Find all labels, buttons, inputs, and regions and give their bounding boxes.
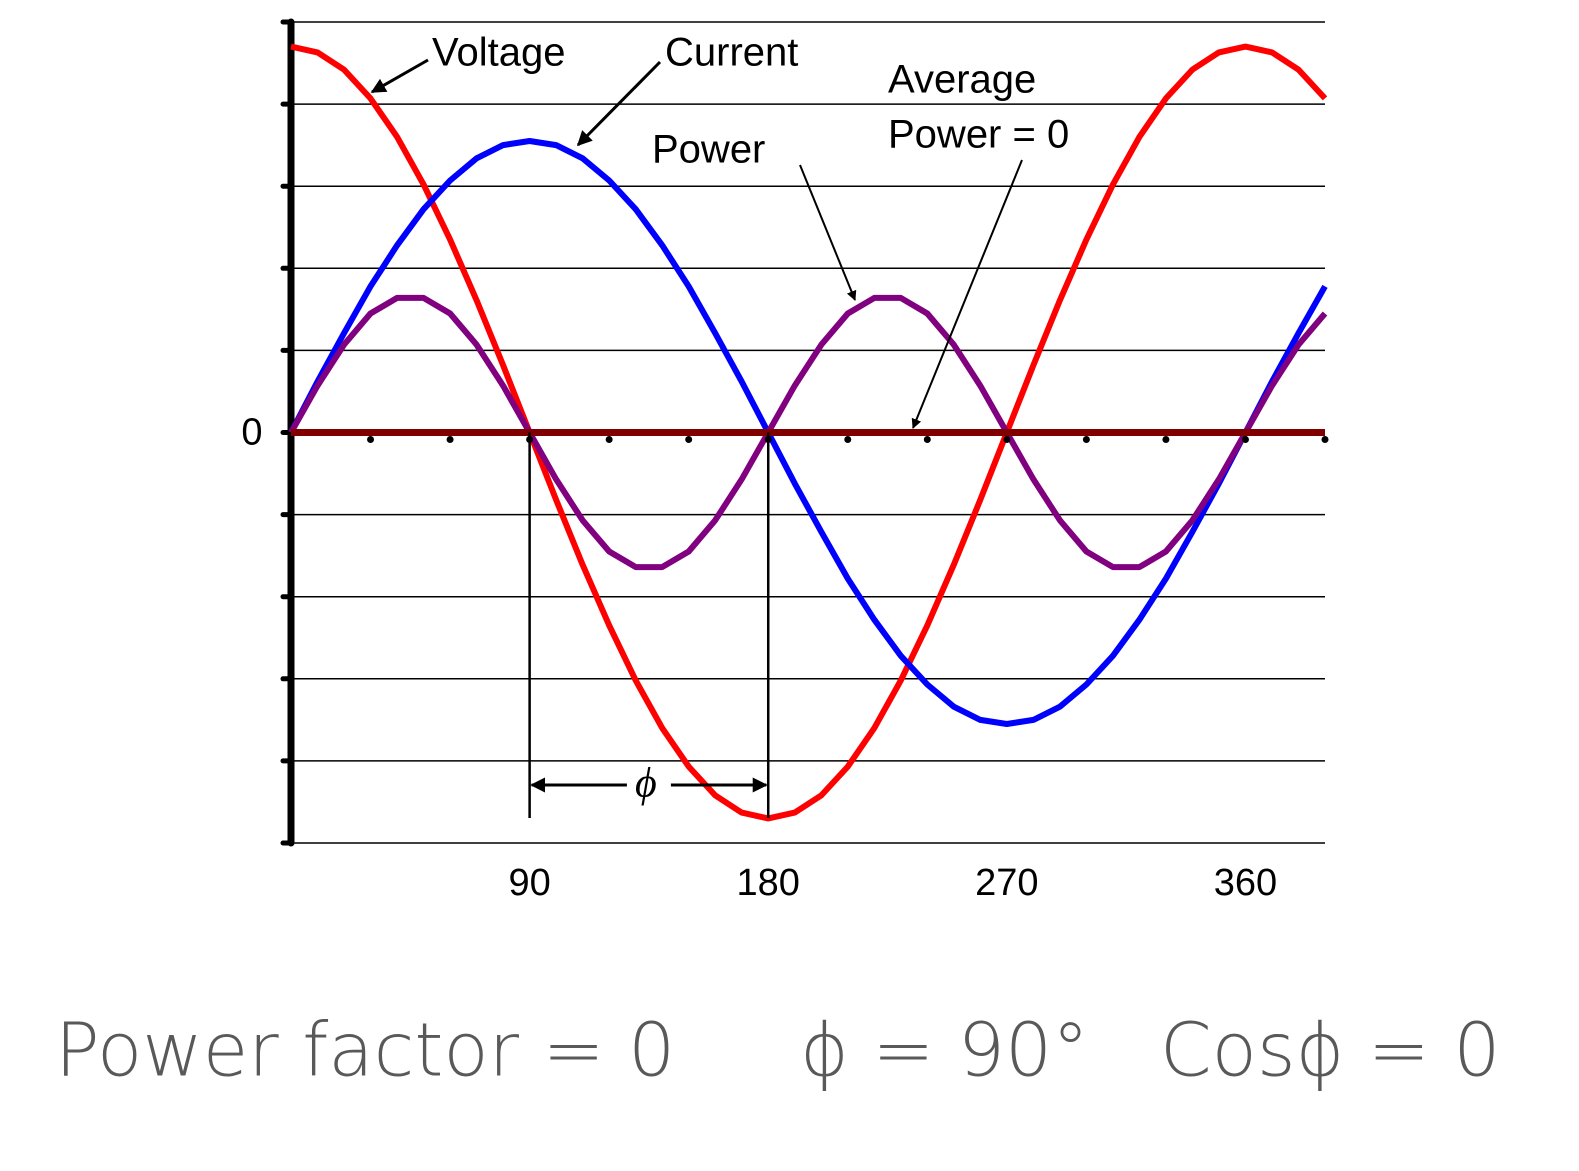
x-minor-tick	[1082, 436, 1090, 443]
annotation: Average	[888, 58, 1036, 102]
x-minor-tick	[1321, 436, 1329, 443]
phi-label: ϕ	[635, 761, 657, 807]
series-line	[288, 294, 1328, 571]
series-label: Power	[652, 128, 765, 172]
current-arrow	[576, 60, 662, 147]
caption: Cosϕ = 0	[1160, 1008, 1500, 1094]
x-minor-tick	[605, 436, 613, 443]
x-tick-label: 270	[975, 862, 1038, 904]
series-label: Current	[665, 31, 798, 75]
x-minor-tick	[367, 436, 375, 443]
average-power-arrow	[911, 159, 1023, 429]
x-tick-label: 360	[1214, 862, 1277, 904]
curves	[288, 43, 1328, 822]
x-minor-tick	[685, 436, 693, 443]
power-arrow	[799, 164, 857, 301]
caption: Power factor = 0	[55, 1008, 675, 1094]
series-line	[290, 43, 1328, 822]
x-minor-tick	[844, 436, 852, 443]
voltage-arrow	[370, 58, 429, 94]
caption: ϕ = 90°	[800, 1008, 1089, 1094]
y-tick-label: 0	[241, 412, 262, 454]
series-label: Voltage	[432, 31, 565, 75]
x-tick-label: 180	[737, 862, 800, 904]
x-minor-tick	[446, 436, 454, 443]
x-minor-tick	[923, 436, 931, 443]
x-minor-tick	[1162, 436, 1170, 443]
x-tick-label: 90	[508, 862, 550, 904]
series-line	[288, 138, 1328, 727]
x-minor-tick	[1003, 436, 1011, 443]
annotation: Power = 0	[888, 113, 1069, 157]
x-minor-tick	[1241, 436, 1249, 443]
overlay: 90 180 270 360 ϕ	[291, 429, 1329, 904]
